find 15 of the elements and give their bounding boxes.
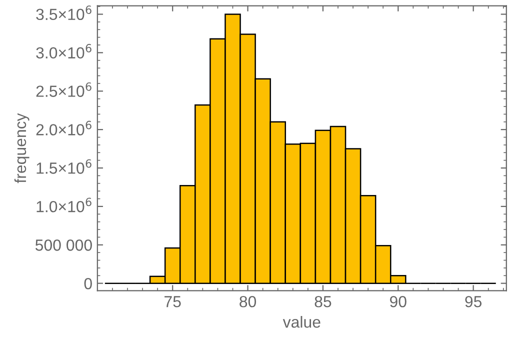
- y-tick-label: 1.5×10$^{6}$: [36, 159, 92, 174]
- y-tick-label: 500 000: [35, 240, 92, 251]
- x-tick-label: 90: [390, 296, 406, 308]
- x-tick-label: 85: [314, 296, 332, 308]
- y-tick-label: 0: [84, 278, 92, 290]
- y-tick-label: 3.0×10$^{6}$: [36, 44, 92, 58]
- x-tick-label: 75: [164, 296, 181, 308]
- y-tick-label: 2.0×10$^{6}$: [36, 120, 92, 136]
- y-tick-label: 1.0×10$^{6}$: [36, 198, 92, 212]
- y-tick-label: 3.5×10$^{6}$: [36, 5, 92, 20]
- x-axis-title: value: [282, 316, 320, 328]
- y-axis-title: frequency: [14, 113, 30, 184]
- x-tick-label: 95: [465, 296, 482, 308]
- y-tick-label: 2.5×10$^{6}$: [36, 82, 92, 97]
- x-tick-label: 80: [240, 296, 256, 308]
